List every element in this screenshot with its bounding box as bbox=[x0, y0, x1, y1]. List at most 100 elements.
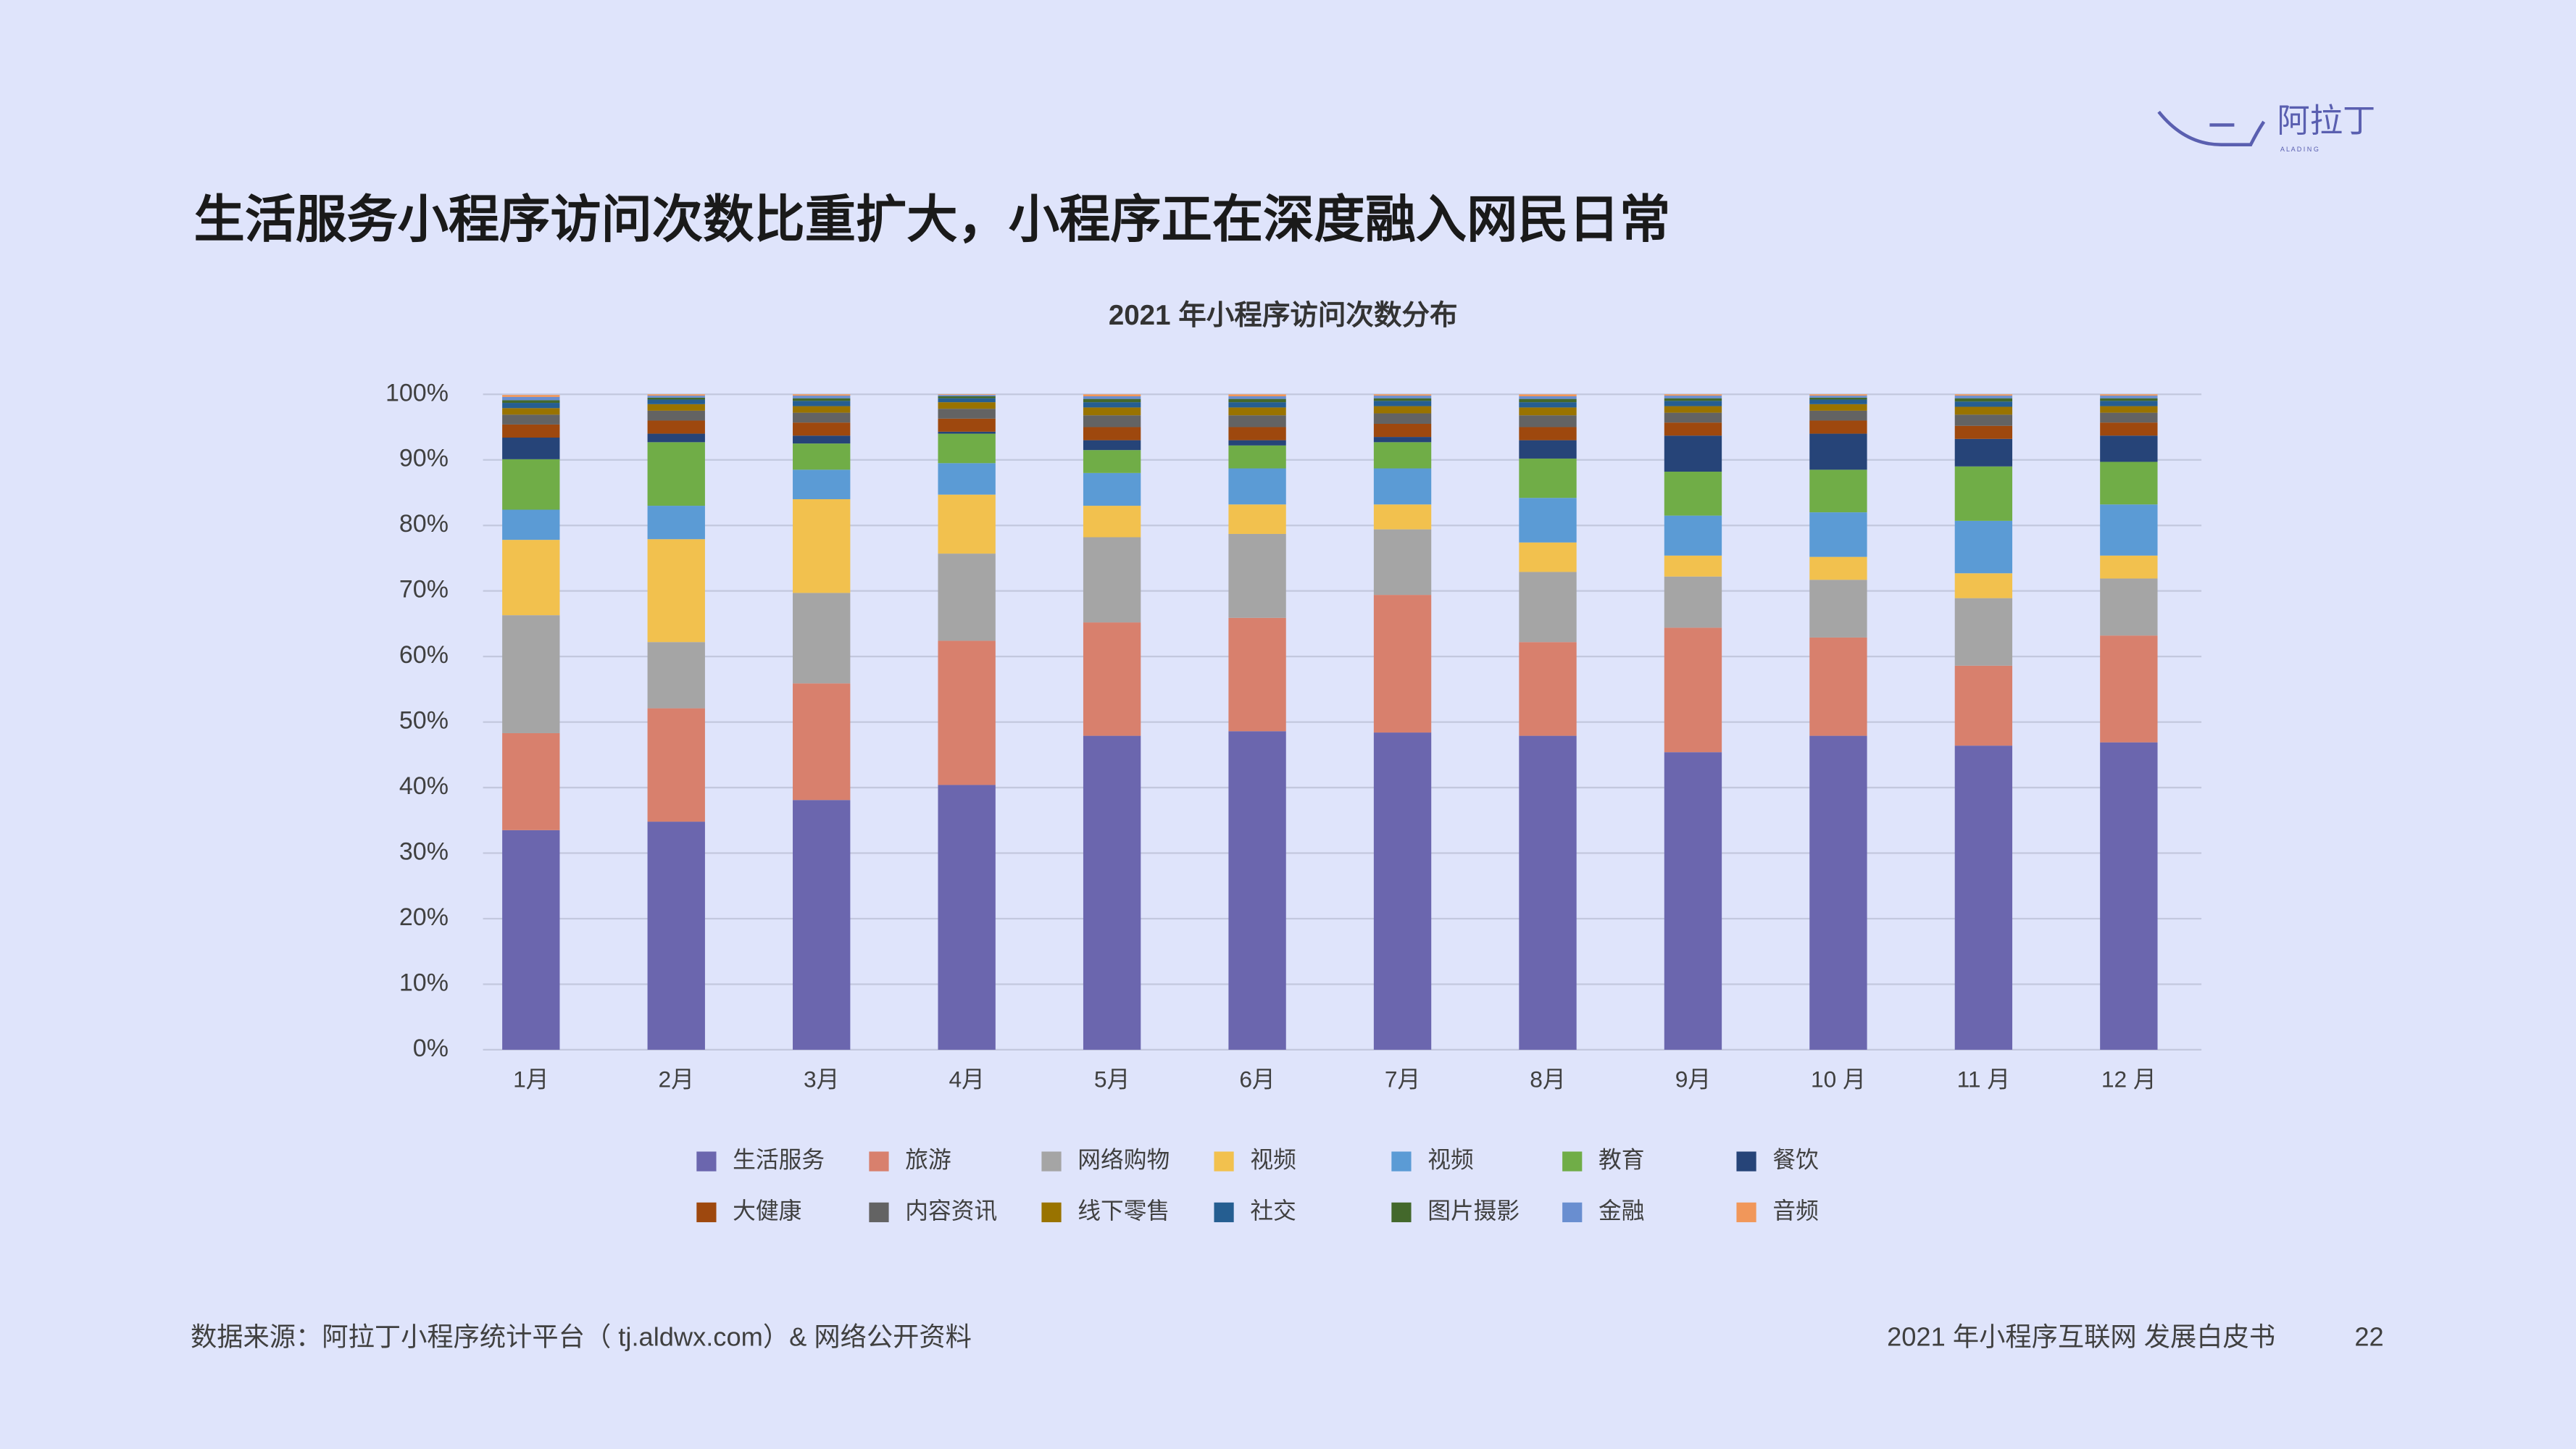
bar-segment bbox=[1083, 622, 1141, 736]
x-tick-label: 6月 bbox=[1239, 1066, 1275, 1092]
bar-segment bbox=[1228, 533, 1286, 618]
bar-segment bbox=[2100, 398, 2158, 401]
bar-segment bbox=[1373, 398, 1432, 401]
bar-segment bbox=[1228, 468, 1286, 505]
bar-segment bbox=[502, 408, 560, 415]
bar-segment bbox=[2100, 635, 2158, 743]
bar-segment bbox=[938, 418, 996, 432]
legend-label: 旅游 bbox=[905, 1146, 951, 1172]
bar-segment bbox=[1519, 407, 1577, 416]
y-tick-label: 70% bbox=[399, 576, 449, 604]
bar-segment bbox=[1954, 573, 2013, 598]
bar-segment bbox=[1228, 504, 1286, 534]
bar-segment bbox=[647, 399, 705, 404]
bar-segment bbox=[1954, 394, 2013, 396]
legend-label: 视频 bbox=[1427, 1146, 1473, 1172]
bar-segment bbox=[502, 509, 560, 540]
bar-segment bbox=[1809, 397, 1867, 400]
legend-label: 大健康 bbox=[733, 1198, 801, 1224]
bar-segment bbox=[647, 433, 705, 443]
bar-segment bbox=[1373, 468, 1432, 505]
bar-segment bbox=[1083, 396, 1141, 399]
bar-segment bbox=[1519, 542, 1577, 572]
x-tick-label: 3月 bbox=[804, 1066, 839, 1092]
bar-segment bbox=[647, 394, 705, 396]
legend-label: 社交 bbox=[1250, 1198, 1296, 1224]
bar-segment bbox=[1228, 396, 1286, 399]
bar-segment bbox=[1228, 415, 1286, 427]
legend-swatch bbox=[696, 1151, 717, 1172]
bar-segment bbox=[1664, 627, 1722, 753]
bar-segment bbox=[1809, 556, 1867, 580]
y-tick-label: 50% bbox=[399, 707, 449, 735]
legend-swatch bbox=[869, 1202, 889, 1222]
bar-segment bbox=[647, 397, 705, 400]
bar-segment bbox=[1083, 506, 1141, 538]
bar-segment bbox=[2100, 578, 2158, 636]
bar-segment bbox=[1809, 580, 1867, 638]
bar-segment bbox=[1664, 401, 1722, 406]
legend-swatch bbox=[696, 1202, 717, 1222]
bar-segment bbox=[793, 398, 851, 401]
bar-segment bbox=[1083, 394, 1141, 397]
bar-segment bbox=[502, 437, 560, 459]
bar-segment bbox=[1228, 440, 1286, 446]
bar-segment bbox=[938, 396, 996, 398]
bar-segment bbox=[793, 401, 851, 406]
legend-label: 线下零售 bbox=[1077, 1198, 1170, 1224]
bar-segment bbox=[1664, 412, 1722, 423]
bar-segment bbox=[1228, 402, 1286, 408]
bar-segment bbox=[1809, 410, 1867, 421]
bar-segment bbox=[1373, 442, 1432, 469]
bar-segment bbox=[1954, 746, 2013, 1050]
bar-segment bbox=[502, 732, 560, 830]
bar-segment bbox=[1954, 520, 2013, 574]
y-tick-label: 20% bbox=[399, 903, 449, 931]
logo-text: 阿拉丁 bbox=[2277, 102, 2375, 139]
bar-segment bbox=[1954, 425, 2013, 439]
bar-segment bbox=[647, 396, 705, 398]
legend-swatch bbox=[1391, 1202, 1412, 1222]
bar-segment bbox=[1083, 472, 1141, 506]
y-tick-label: 90% bbox=[399, 445, 449, 472]
bar-segment bbox=[2100, 435, 2158, 462]
bar-segment bbox=[502, 540, 560, 616]
logo-lamp bbox=[2157, 110, 2266, 146]
bar-segment bbox=[1519, 572, 1577, 643]
bar-segment bbox=[2100, 396, 2158, 398]
bar-segment bbox=[647, 404, 705, 411]
x-tick-label: 5月 bbox=[1094, 1066, 1130, 1092]
bar-segment bbox=[1664, 396, 1722, 398]
bar-segment bbox=[1664, 435, 1722, 472]
bar-segment bbox=[793, 593, 851, 684]
bar-segment bbox=[2100, 401, 2158, 406]
bar-segment bbox=[1083, 440, 1141, 451]
bar-segment bbox=[1519, 398, 1577, 403]
bar-segment bbox=[1519, 415, 1577, 427]
bar-segment bbox=[502, 400, 560, 404]
x-tick-label: 2月 bbox=[659, 1066, 694, 1092]
bar-segment bbox=[1083, 450, 1141, 473]
bar-segment bbox=[1809, 399, 1867, 404]
bar-segment bbox=[1519, 440, 1577, 459]
bar-segment bbox=[1664, 555, 1722, 577]
bar-segment bbox=[1373, 529, 1432, 596]
bar-segment bbox=[938, 394, 996, 396]
bar-segment bbox=[1664, 406, 1722, 413]
bar-segment bbox=[793, 406, 851, 413]
bar-segment bbox=[938, 640, 996, 785]
bar-segment bbox=[1954, 438, 2013, 467]
bar-segment bbox=[938, 409, 996, 419]
bar-segment bbox=[1228, 394, 1286, 397]
bar-segment bbox=[1519, 396, 1577, 399]
legend-label: 网络购物 bbox=[1077, 1146, 1170, 1172]
bar-segment bbox=[793, 394, 851, 396]
bar-segment bbox=[1664, 576, 1722, 628]
bar-segment bbox=[1083, 398, 1141, 403]
legend-swatch bbox=[1041, 1151, 1062, 1172]
bar-segment bbox=[1664, 394, 1722, 396]
legend-label: 餐饮 bbox=[1772, 1146, 1819, 1172]
bar-segment bbox=[1373, 732, 1432, 1050]
bar-segment bbox=[1954, 406, 2013, 415]
